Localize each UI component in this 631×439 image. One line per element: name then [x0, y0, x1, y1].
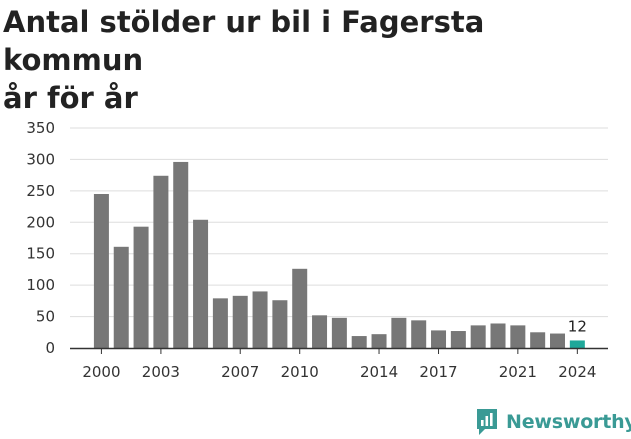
x-tick-label: 2000 [82, 363, 120, 381]
newsworthy-chart-bubble-icon [477, 409, 497, 435]
chart-title-line-2: år för år [3, 81, 138, 115]
x-tick-label: 2021 [499, 363, 537, 381]
y-tick-label: 350 [26, 119, 55, 137]
bar [193, 219, 209, 348]
bar [173, 161, 189, 348]
bar [133, 226, 149, 348]
bar [272, 300, 288, 348]
bar [530, 332, 546, 348]
bar [331, 317, 347, 348]
bar [232, 295, 248, 348]
bar [470, 325, 486, 348]
bar-value-label: 12 [568, 317, 587, 335]
bar [212, 298, 228, 348]
bar [391, 317, 407, 348]
y-tick-label: 300 [26, 150, 55, 168]
y-tick-label: 50 [36, 308, 55, 326]
x-tick-label: 2014 [360, 363, 398, 381]
bar [113, 246, 129, 348]
y-tick-label: 0 [45, 339, 55, 357]
bar [153, 175, 169, 348]
bar [411, 320, 427, 348]
newsworthy-logo[interactable]: Newsworthy [475, 406, 631, 438]
x-tick-label: 2007 [221, 363, 259, 381]
bar [371, 334, 387, 348]
bar [490, 323, 506, 348]
x-tick-label: 2024 [558, 363, 596, 381]
x-tick-label: 2003 [142, 363, 180, 381]
y-tick-label: 200 [26, 213, 55, 231]
chart-title-line-1: Antal stölder ur bil i Fagersta kommun [3, 5, 485, 77]
bar [93, 194, 109, 348]
highlighted-bar [569, 340, 585, 348]
chart-title: Antal stölder ur bil i Fagersta kommun å… [3, 3, 628, 117]
x-tick-label: 2010 [281, 363, 319, 381]
bar [450, 331, 466, 348]
bar [312, 315, 328, 348]
bar [252, 291, 268, 348]
bar [550, 333, 566, 348]
bar [351, 336, 367, 348]
y-tick-label: 100 [26, 276, 55, 294]
y-tick-label: 150 [26, 245, 55, 263]
bar [292, 268, 308, 348]
x-tick-label: 2017 [419, 363, 457, 381]
y-tick-label: 250 [26, 182, 55, 200]
bar [510, 325, 526, 348]
bar [431, 330, 447, 348]
newsworthy-brand-name: Newsworthy [506, 411, 631, 433]
